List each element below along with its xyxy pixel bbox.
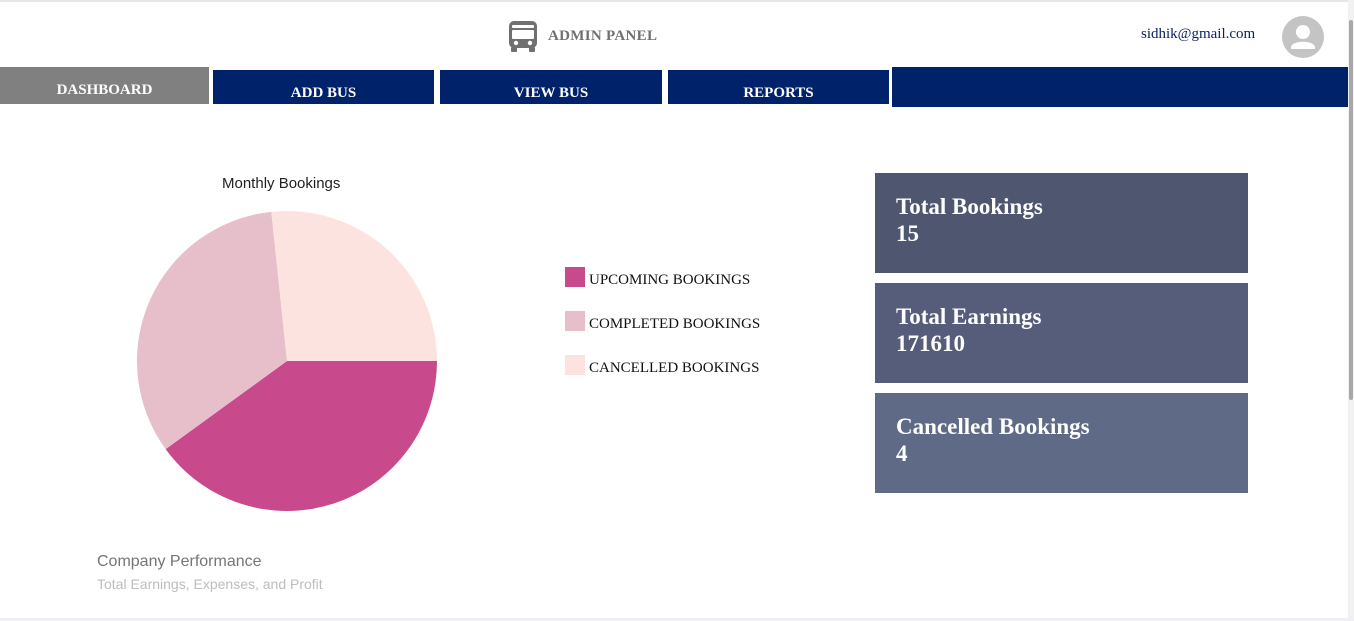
stat-card-total-earnings: Total Earnings 171610 — [875, 283, 1248, 383]
legend-label: CANCELLED BOOKINGS — [589, 360, 760, 376]
stat-value: 4 — [896, 441, 908, 466]
user-email: sidhik@gmail.com — [1141, 26, 1256, 42]
legend-label: COMPLETED BOOKINGS — [589, 316, 761, 332]
bus-icon — [508, 19, 538, 53]
legend-swatch — [565, 267, 585, 287]
brand: ADMIN PANEL — [508, 18, 657, 54]
pie-slice-completed[interactable] — [136, 211, 287, 450]
tab-view-bus[interactable]: VIEW BUS — [440, 70, 662, 104]
performance-title: Company Performance — [97, 553, 262, 570]
performance-subtitle: Total Earnings, Expenses, and Profit — [97, 576, 323, 592]
stat-title: Total Earnings — [896, 304, 1042, 329]
nav-filler — [892, 67, 1348, 107]
stat-card-cancelled-bookings: Cancelled Bookings 4 — [875, 393, 1248, 493]
main-nav: DASHBOARD ADD BUS VIEW BUS REPORTS — [0, 67, 1348, 107]
stat-title: Cancelled Bookings — [896, 414, 1090, 439]
stat-title: Total Bookings — [896, 194, 1043, 219]
tab-reports[interactable]: REPORTS — [668, 70, 889, 104]
legend-swatch — [565, 311, 585, 331]
tab-add-bus[interactable]: ADD BUS — [213, 70, 434, 104]
tab-dashboard[interactable]: DASHBOARD — [0, 67, 209, 104]
chart-title: Monthly Bookings — [222, 175, 341, 192]
legend-label: UPCOMING BOOKINGS — [589, 272, 751, 288]
scrollbar-thumb[interactable] — [1349, 20, 1353, 400]
bottom-border — [0, 618, 1354, 621]
stat-value: 15 — [896, 221, 919, 246]
legend-swatch — [565, 355, 585, 375]
pie-slice-upcoming[interactable] — [165, 361, 437, 511]
app-title: ADMIN PANEL — [548, 27, 658, 44]
app-header: ADMIN PANEL sidhik@gmail.com — [0, 2, 1346, 66]
stat-value: 171610 — [896, 331, 965, 356]
user-avatar-icon[interactable] — [1282, 16, 1324, 58]
stat-card-total-bookings: Total Bookings 15 — [875, 173, 1248, 273]
pie-slice-cancelled[interactable] — [271, 211, 437, 361]
top-border — [0, 0, 1354, 2]
